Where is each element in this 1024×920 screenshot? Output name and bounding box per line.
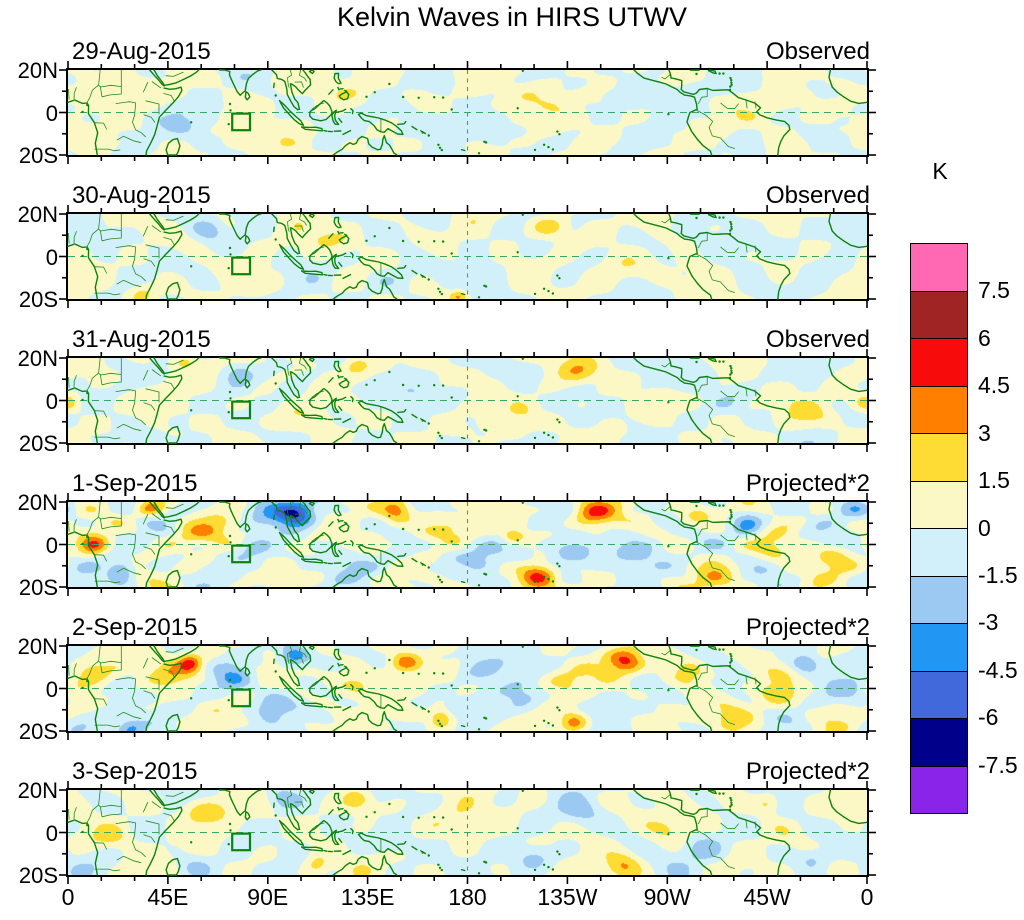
colorbar-cell <box>911 671 967 719</box>
x-axis-tick-label: 90W <box>643 884 691 910</box>
coastline-overlay <box>59 205 876 308</box>
colorbar-tick-label: -7.5 <box>978 751 1018 778</box>
colorbar-tick-label: 3 <box>978 419 991 446</box>
colorbar-cell <box>911 576 967 624</box>
colorbar-tick-label: 0 <box>978 514 991 541</box>
panel-date-label: 29-Aug-2015 <box>72 38 211 65</box>
y-axis-label: 20S <box>18 431 58 456</box>
y-axis-label: 20S <box>18 575 58 600</box>
colorbar-tick-label: 1.5 <box>978 467 1010 494</box>
colorbar-tick-label: 6 <box>978 324 991 351</box>
colorbar-cell <box>911 339 967 387</box>
colorbar-cell <box>911 291 967 339</box>
colorbar-tick-label: 7.5 <box>978 277 1010 304</box>
map-panel-2 <box>59 205 876 308</box>
x-axis-tick-label: 135W <box>537 884 598 910</box>
y-axis-label: 0 <box>45 388 58 414</box>
colorbar-cell <box>911 481 967 529</box>
panel-source-label: Projected*2 <box>745 614 870 641</box>
panel-date-label: 1-Sep-2015 <box>72 470 198 497</box>
y-axis-label: 20S <box>18 287 58 312</box>
coastline-overlay <box>59 493 876 596</box>
colorbar-tick-label: -1.5 <box>978 561 1018 588</box>
map-panel-4 <box>59 493 876 596</box>
x-axis-tick-label: 45W <box>743 884 791 910</box>
y-axis-label: 0 <box>45 532 58 558</box>
panel-date-label: 30-Aug-2015 <box>72 182 211 209</box>
y-axis-label: 0 <box>45 244 58 270</box>
coastline-overlay <box>59 349 876 452</box>
y-axis-label: 20N <box>17 346 58 371</box>
figure-title: Kelvin Waves in HIRS UTWV <box>336 2 688 32</box>
y-axis-label: 20N <box>17 58 58 83</box>
y-axis-label: 20S <box>18 143 58 168</box>
colorbar-cell <box>911 529 967 577</box>
x-axis-tick-label: 180 <box>448 884 487 910</box>
panel-source-label: Projected*2 <box>745 470 870 497</box>
y-axis-label: 0 <box>45 676 58 702</box>
colorbar <box>910 243 968 814</box>
colorbar-tick-label: -6 <box>978 704 999 731</box>
panel-date-label: 3-Sep-2015 <box>72 758 198 785</box>
x-axis-tick-label: 0 <box>860 884 874 910</box>
panel-source-label: Projected*2 <box>745 758 870 785</box>
map-panel-1 <box>59 61 876 164</box>
map-panel-5 <box>59 637 876 740</box>
colorbar-cell <box>911 434 967 482</box>
colorbar-unit-label: K <box>932 158 948 184</box>
panel-date-label: 2-Sep-2015 <box>72 614 198 641</box>
map-panel-6 <box>59 781 876 884</box>
x-axis-tick-label: 0 <box>61 884 75 910</box>
coastline-overlay <box>59 637 876 740</box>
coastline-overlay <box>59 781 876 884</box>
y-axis-label: 20N <box>17 202 58 227</box>
y-axis-label: 0 <box>45 100 58 126</box>
coastline-overlay <box>59 61 876 164</box>
y-axis-label: 20S <box>18 863 58 888</box>
x-axis-tick-label: 90E <box>247 884 289 910</box>
y-axis-label: 0 <box>45 820 58 846</box>
colorbar-cell <box>911 244 967 292</box>
panel-source-label: Observed <box>765 38 870 65</box>
colorbar-tick-label: 4.5 <box>978 372 1010 399</box>
colorbar-cell <box>911 386 967 434</box>
x-axis-tick-label: 135E <box>340 884 395 910</box>
y-axis-label: 20N <box>17 778 58 803</box>
y-axis-label: 20N <box>17 634 58 659</box>
x-axis-tick-label: 45E <box>147 884 189 910</box>
colorbar-cell <box>911 766 967 813</box>
colorbar-tick-label: -4.5 <box>978 656 1018 683</box>
colorbar-tick-label: -3 <box>978 609 999 636</box>
y-axis-label: 20N <box>17 490 58 515</box>
panel-source-label: Observed <box>765 182 870 209</box>
map-panel-3 <box>59 349 876 452</box>
panel-source-label: Observed <box>765 326 870 353</box>
panel-date-label: 31-Aug-2015 <box>72 326 211 353</box>
colorbar-cell <box>911 624 967 672</box>
colorbar-cell <box>911 719 967 767</box>
y-axis-label: 20S <box>18 719 58 744</box>
